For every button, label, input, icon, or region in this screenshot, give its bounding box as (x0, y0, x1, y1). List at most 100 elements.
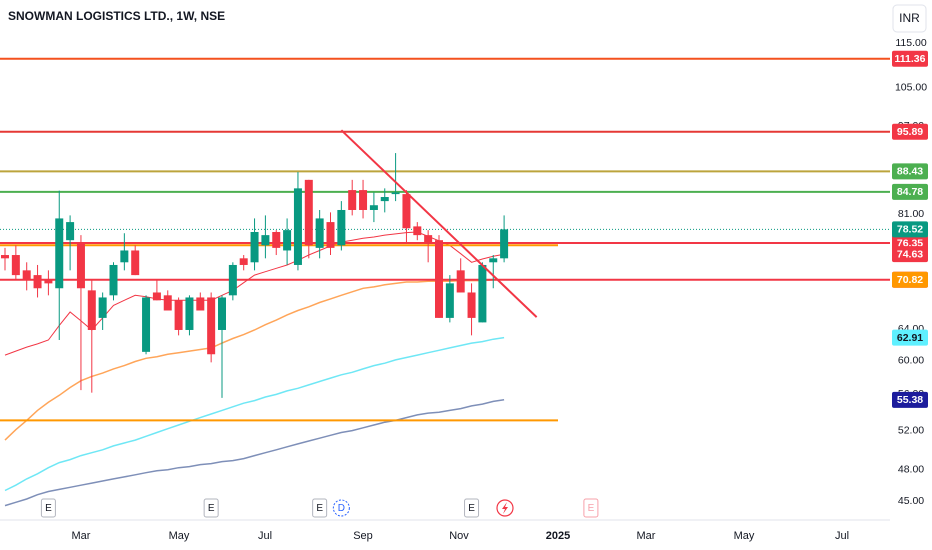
candle-body (163, 295, 172, 311)
candle-body (445, 283, 454, 318)
series-tag-label: 62.91 (897, 332, 923, 344)
candle-body (315, 218, 324, 248)
series-tag-label: 55.38 (897, 394, 923, 406)
level-tag-label: 95.89 (897, 126, 923, 138)
candle-body (109, 264, 118, 296)
candle-body (218, 297, 226, 330)
series-tag-label: 74.63 (897, 248, 923, 260)
event-label: E (468, 503, 475, 514)
y-tick-label: 115.00 (895, 37, 926, 49)
series-tag-label: 70.82 (897, 274, 923, 286)
moving-average (4, 336, 505, 492)
candle-body (66, 222, 75, 241)
x-tick-label: Mar (72, 530, 91, 542)
event-marker (203, 498, 219, 518)
currency[interactable]: INR (899, 11, 920, 25)
candle-body (1, 255, 9, 259)
candle-body (55, 218, 64, 289)
candle-body (185, 297, 194, 330)
candle-body (489, 258, 498, 263)
level-tag (892, 50, 928, 67)
candle-body (196, 297, 205, 311)
x-tick-label: May (169, 530, 190, 542)
level-tag-label: 84.78 (897, 186, 923, 198)
series-tag (892, 391, 928, 408)
event-marker (312, 498, 328, 518)
candle-body (380, 197, 389, 202)
event-label: E (588, 503, 595, 514)
candle-body (337, 209, 346, 246)
candle-body (369, 205, 378, 210)
candle-body (402, 194, 411, 229)
series-tag (892, 271, 928, 288)
candle-body (283, 230, 292, 251)
x-tick-label: Jul (835, 530, 849, 542)
moving-average (4, 279, 505, 441)
candle-body (44, 279, 53, 284)
level-tag-label: 111.36 (895, 53, 926, 65)
level-tag (892, 183, 928, 200)
candle-body (87, 290, 96, 330)
x-tick-label: 2025 (546, 530, 570, 542)
candle-body (348, 190, 357, 210)
candle-body (142, 297, 151, 352)
candle-body (326, 222, 335, 248)
event-label: E (208, 503, 215, 514)
candle-body (11, 255, 20, 276)
candle-body (120, 250, 129, 263)
candle-body (478, 264, 487, 323)
candle-body (152, 292, 161, 301)
candle-body (261, 235, 270, 246)
candle-body (391, 192, 400, 195)
y-tick-label: 81.00 (898, 208, 924, 220)
x-tick-label: Jul (258, 530, 272, 542)
y-tick-label: 105.00 (895, 81, 927, 93)
event-marker (464, 498, 480, 518)
candle-body (239, 258, 248, 265)
candle-body (424, 235, 433, 243)
candle-body (250, 231, 259, 263)
event-label: D (338, 503, 345, 514)
candle-body (207, 297, 216, 355)
candle-body (359, 190, 368, 210)
chart-title: SNOWMAN LOGISTICS LTD., 1W, NSE (8, 9, 225, 23)
x-tick-label: Mar (637, 530, 656, 542)
series-tag (892, 246, 928, 263)
y-tick-label: 52.00 (898, 424, 924, 436)
candle-body (174, 300, 183, 330)
candle-body (98, 297, 107, 318)
candle-body (435, 240, 443, 318)
candle-body (131, 250, 140, 276)
currency-box[interactable] (892, 4, 927, 33)
candle-body (467, 292, 476, 318)
moving-average (4, 399, 505, 507)
candle-body (456, 270, 465, 293)
candle-body (228, 264, 237, 296)
candle-body (33, 275, 42, 289)
candle-body (413, 226, 422, 236)
dividend-icon[interactable] (496, 499, 514, 517)
current-price-tag (892, 221, 928, 238)
y-tick-label: 45.00 (898, 495, 924, 507)
candle-body (293, 188, 302, 265)
candle-body (76, 242, 85, 289)
level-tag (892, 163, 928, 180)
event-label: E (45, 503, 52, 514)
x-tick-label: May (734, 530, 755, 542)
event-marker (583, 498, 599, 518)
current-price-tag-label: 78.52 (897, 224, 923, 236)
series-tag (892, 329, 928, 346)
candle-body (304, 179, 313, 246)
y-tick-label: 60.00 (898, 355, 924, 367)
candle-body (500, 229, 509, 259)
level-tag-label: 88.43 (897, 166, 923, 178)
event-label: E (316, 503, 323, 514)
x-tick-label: Sep (353, 530, 373, 542)
trend-line (340, 129, 538, 318)
event-marker (332, 499, 350, 517)
level-tag (892, 123, 928, 140)
y-tick-label: 48.00 (898, 463, 924, 475)
event-marker (40, 498, 56, 518)
